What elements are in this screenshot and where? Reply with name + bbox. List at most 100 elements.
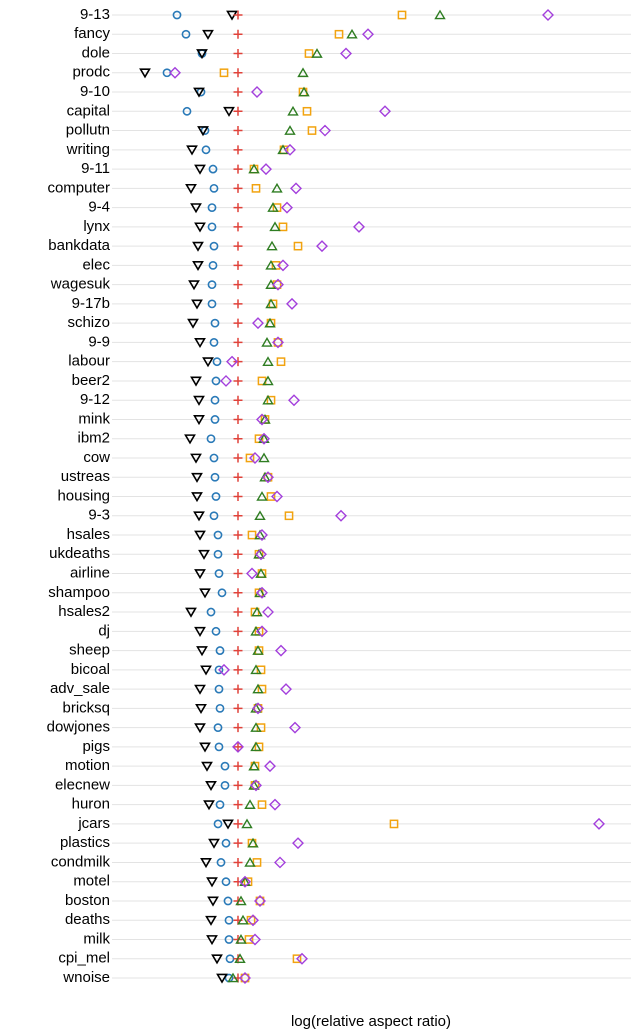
point	[194, 626, 206, 637]
point	[256, 625, 268, 638]
point	[211, 954, 223, 965]
point	[272, 278, 284, 291]
point	[213, 549, 223, 559]
point	[346, 28, 358, 39]
point	[233, 588, 243, 598]
point	[293, 241, 303, 251]
point	[233, 492, 243, 501]
point	[233, 665, 243, 675]
point	[211, 492, 221, 501]
y-tick-label: milk	[83, 930, 110, 947]
point	[233, 260, 243, 270]
point	[244, 799, 256, 809]
point	[250, 741, 262, 752]
point	[233, 819, 243, 829]
point	[280, 683, 292, 696]
point	[209, 183, 219, 193]
y-tick-label: 9-4	[88, 199, 110, 216]
point	[284, 511, 294, 521]
point	[220, 781, 230, 790]
point	[389, 819, 399, 829]
y-tick-label: 9-9	[88, 333, 110, 350]
point	[252, 683, 264, 694]
point	[250, 722, 262, 732]
point	[202, 29, 214, 40]
y-tick-label: wagesuk	[50, 276, 111, 293]
point	[194, 338, 206, 349]
point	[593, 817, 605, 830]
point	[182, 106, 192, 116]
point	[210, 472, 220, 482]
point	[215, 703, 225, 713]
y-tick-label: mink	[78, 410, 110, 427]
point	[187, 318, 199, 329]
point	[233, 511, 243, 521]
point	[213, 530, 223, 540]
point	[233, 646, 243, 656]
point	[233, 626, 243, 636]
y-tick-label: boston	[65, 892, 110, 909]
point	[224, 935, 234, 944]
point	[192, 260, 204, 272]
point	[185, 607, 197, 618]
point	[266, 240, 278, 251]
point	[223, 106, 235, 117]
y-tick-label: airline	[70, 565, 110, 582]
y-tick-label: ukdeaths	[49, 545, 110, 562]
point	[307, 126, 317, 135]
point	[201, 145, 211, 155]
point	[256, 491, 268, 501]
point	[311, 48, 323, 58]
point	[304, 49, 314, 58]
point	[193, 87, 205, 98]
point	[247, 530, 257, 540]
point	[169, 66, 181, 79]
point	[233, 280, 243, 290]
y-tick-label: 9-17b	[72, 295, 110, 312]
point	[261, 336, 273, 347]
point	[241, 818, 253, 829]
point	[206, 607, 216, 617]
point	[199, 742, 211, 753]
point	[221, 838, 231, 848]
point	[362, 28, 374, 41]
point	[193, 415, 205, 426]
point	[233, 857, 243, 867]
point	[222, 819, 234, 830]
point	[213, 819, 223, 829]
point	[210, 318, 220, 328]
point	[277, 259, 289, 272]
point	[218, 663, 230, 676]
point	[213, 723, 223, 733]
point	[233, 222, 243, 232]
point	[233, 145, 243, 155]
point	[220, 374, 232, 387]
point	[233, 607, 243, 617]
point	[255, 896, 265, 906]
point	[235, 934, 247, 944]
point	[250, 625, 262, 636]
point	[214, 742, 224, 752]
y-tick-label: wnoise	[62, 969, 110, 986]
point	[233, 318, 243, 328]
point	[194, 222, 206, 233]
point	[254, 894, 266, 907]
x-axis-label: log(relative aspect ratio)	[291, 1013, 451, 1030]
point	[233, 395, 243, 405]
point	[353, 220, 365, 233]
point	[220, 761, 230, 771]
point	[262, 394, 274, 405]
point	[206, 434, 216, 444]
y-tick-label: bicoal	[71, 661, 110, 678]
point	[216, 973, 228, 984]
point	[334, 29, 344, 39]
point	[205, 915, 217, 926]
point	[196, 49, 208, 60]
point	[197, 126, 209, 137]
point	[251, 183, 261, 193]
point	[288, 394, 300, 407]
point	[249, 933, 261, 946]
y-tick-label: dowjones	[47, 719, 110, 736]
point	[194, 530, 206, 541]
point	[235, 895, 247, 906]
